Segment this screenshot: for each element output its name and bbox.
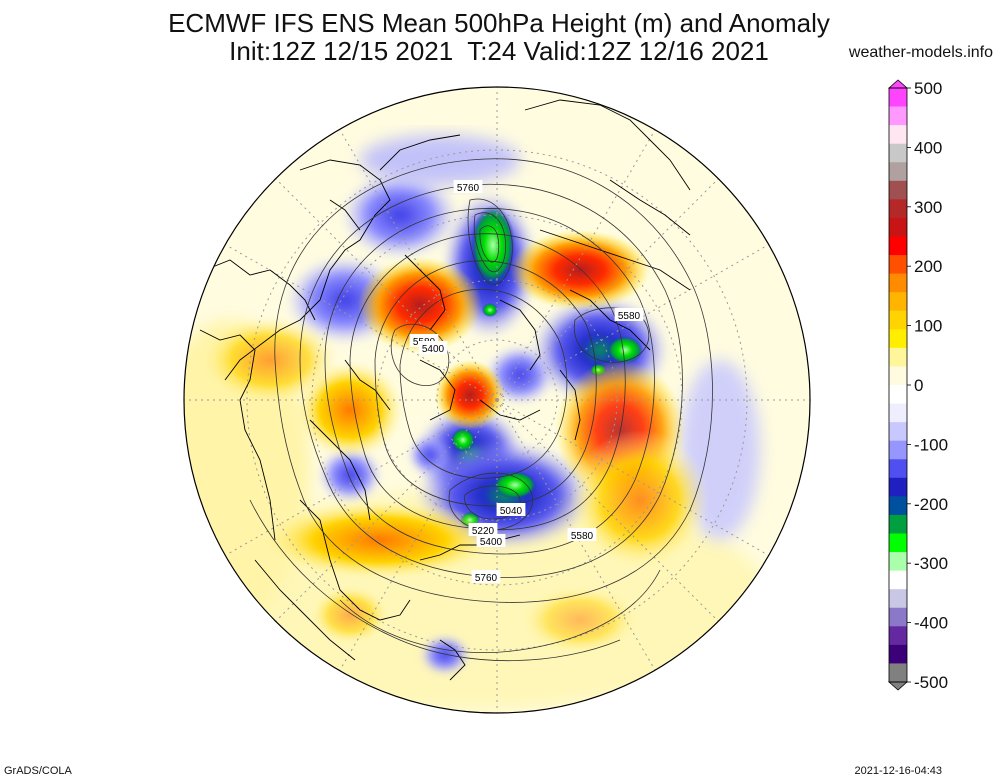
colorbar-swatch	[889, 217, 907, 238]
globe-outline	[183, 86, 811, 714]
colorbar-swatch	[889, 347, 907, 368]
contour-label-text: 5760	[457, 183, 480, 194]
colorbar-swatch	[889, 199, 907, 219]
contour-label-text: 5220	[472, 526, 495, 537]
colorbar-swatch	[889, 106, 907, 126]
colorbar-swatch	[889, 180, 907, 200]
colorbar-tick-label: 200	[914, 257, 942, 276]
contour-label: 5220	[468, 523, 498, 537]
contour-labels: 576055805400558050405220540055805760	[409, 180, 644, 584]
colorbar-swatch	[889, 626, 907, 646]
contour-label: 5760	[453, 180, 483, 194]
contour-label: 5580	[614, 308, 644, 322]
colorbar-swatch	[889, 236, 907, 256]
height-contours	[249, 158, 713, 662]
colorbar-swatch	[889, 663, 907, 683]
anomaly-field	[184, 87, 810, 713]
colorbar-swatch	[889, 644, 907, 665]
colorbar-top-arrow	[887, 79, 909, 89]
colorbar-swatch	[889, 477, 907, 497]
colorbar-swatch	[889, 607, 907, 627]
colorbar-swatch	[889, 273, 907, 293]
colorbar-swatch	[889, 552, 907, 572]
colorbar-swatch	[889, 162, 907, 182]
colorbar: 500 400 300 200 100 0 -100 -200 -300 -400 -500	[887, 79, 948, 692]
colorbar-swatch	[889, 310, 907, 330]
colorbar-tick-label: 300	[914, 198, 942, 217]
colorbar-tick-label: -500	[914, 673, 948, 692]
colorbar-swatch	[889, 570, 907, 590]
colorbar-swatch	[889, 292, 907, 312]
colorbar-tick-label: 0	[914, 376, 923, 395]
colorbar-swatch	[889, 88, 907, 108]
colorbar-swatch	[889, 385, 907, 405]
contour-label: 5400	[418, 341, 448, 355]
colorbar-swatch	[889, 329, 907, 349]
colorbar-tick-label: -100	[914, 435, 948, 454]
contour-label-text: 5400	[480, 537, 503, 548]
colorbar-tick-label: 100	[914, 317, 942, 336]
map-subtitle: Init:12Z 12/15 2021 T:24 Valid:12Z 12/16…	[229, 36, 769, 66]
contour-label-text: 5040	[500, 506, 523, 517]
colorbar-swatch	[889, 533, 907, 553]
colorbar-tick-label: -400	[914, 614, 948, 633]
contour-label: 5040	[496, 503, 526, 517]
colorbar-swatch	[889, 125, 907, 145]
colorbar-swatch	[889, 496, 907, 516]
colorbar-swatch	[889, 143, 907, 163]
colorbar-bottom-arrow	[887, 681, 909, 691]
footer-left-label: GrADS/COLA	[4, 765, 72, 777]
source-label: weather-models.info	[848, 44, 993, 61]
contour-label: 5580	[567, 528, 597, 542]
colorbar-swatch	[889, 440, 907, 460]
footer-timestamp: 2021-12-16-04:43	[854, 765, 942, 777]
colorbar-swatch	[889, 422, 907, 442]
contour-label: 5760	[471, 570, 501, 584]
colorbar-swatch	[889, 589, 907, 609]
colorbar-tick-label: 400	[914, 138, 942, 157]
colorbar-tick-label: 500	[914, 79, 942, 98]
colorbar-swatch	[889, 255, 907, 275]
coastlines	[199, 99, 691, 681]
contour-label-text: 5760	[475, 573, 498, 584]
colorbar-tick-label: -200	[914, 495, 948, 514]
contour-label-text: 5400	[422, 344, 445, 355]
contour-label-text: 5580	[618, 311, 641, 322]
contour-label: 5400	[476, 534, 506, 548]
colorbar-swatch	[889, 403, 907, 423]
map-title: ECMWF IFS ENS Mean 500hPa Height (m) and…	[168, 8, 830, 38]
colorbar-tick-label: -300	[914, 554, 948, 573]
colorbar-swatch	[889, 366, 907, 386]
colorbar-swatch	[889, 514, 907, 535]
colorbar-swatch	[889, 459, 907, 479]
contour-label-text: 5580	[571, 531, 594, 542]
